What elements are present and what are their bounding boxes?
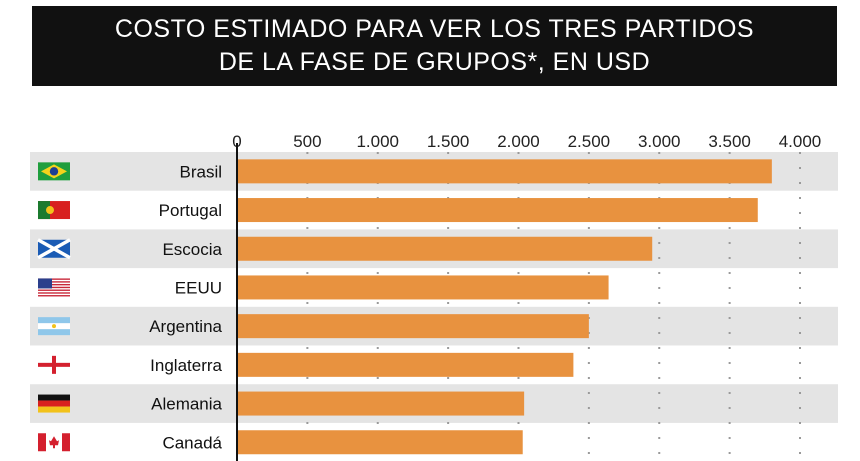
bar-eeuu [237, 275, 609, 300]
country-label: Inglaterra [150, 356, 222, 375]
x-tick-label: 3.000 [638, 132, 681, 151]
x-tick-label: 2.000 [497, 132, 540, 151]
usa-flag-icon [38, 278, 70, 297]
x-tick-label: 2.500 [568, 132, 611, 151]
bar-canadá [237, 430, 523, 455]
country-label: Brasil [179, 162, 222, 181]
argentina-flag-icon [38, 317, 70, 336]
england-flag-icon [38, 355, 70, 374]
bar-inglaterra [237, 352, 574, 377]
germany-flag-icon [38, 394, 70, 413]
country-label: Portugal [159, 201, 222, 220]
chart-title-line-2: DE LA FASE DE GRUPOS*, EN USD [218, 48, 651, 76]
bar-portugal [237, 198, 758, 223]
x-tick-label: 4.000 [779, 132, 822, 151]
country-label: Argentina [149, 317, 222, 336]
brazil-flag-icon [38, 162, 70, 181]
canada-flag-icon [38, 433, 70, 452]
bar-argentina [237, 314, 589, 339]
x-tick-label: 0 [232, 132, 241, 151]
x-tick-label: 3.500 [708, 132, 751, 151]
country-label: EEUU [175, 278, 222, 297]
country-label: Alemania [151, 395, 222, 414]
chart-title-line-1: COSTO ESTIMADO PARA VER LOS TRES PARTIDO… [114, 15, 755, 43]
scotland-flag-icon [37, 238, 71, 260]
x-tick-label: 1.500 [427, 132, 470, 151]
bar-escocia [237, 236, 653, 261]
portugal-flag-icon [38, 201, 70, 220]
country-label: Canadá [162, 433, 222, 452]
bar-brasil [237, 159, 772, 184]
bar-alemania [237, 391, 525, 416]
country-label: Escocia [162, 240, 222, 259]
x-tick-label: 1.000 [356, 132, 399, 151]
x-tick-label: 500 [293, 132, 321, 151]
chart-title-bar: COSTO ESTIMADO PARA VER LOS TRES PARTIDO… [32, 6, 837, 86]
